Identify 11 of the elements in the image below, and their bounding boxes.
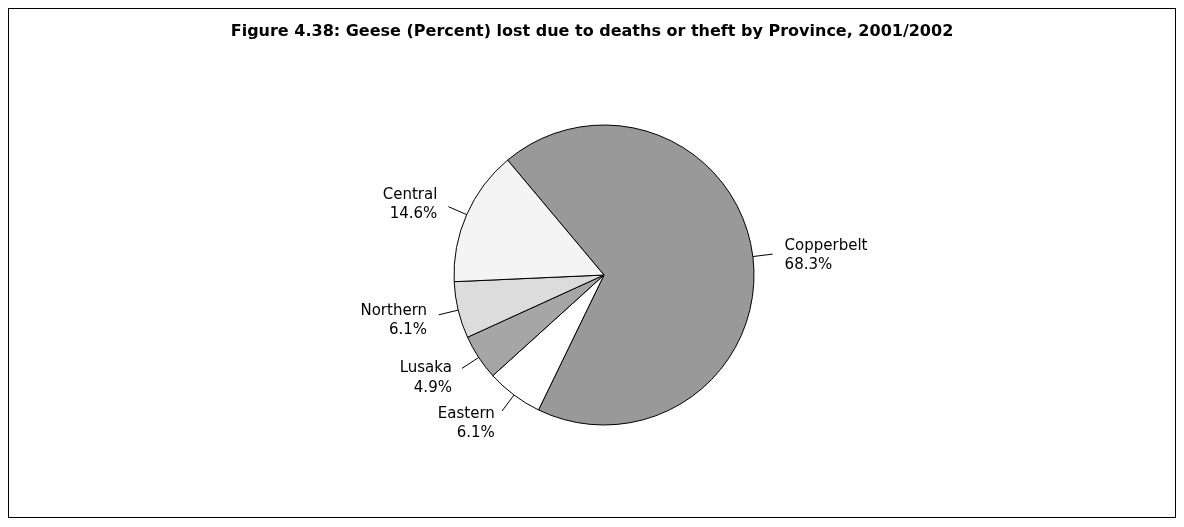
slice-label: Northern <box>360 300 428 319</box>
data-label: 4.9% <box>413 377 452 396</box>
slice-label: Central <box>382 184 438 203</box>
slice-label: Copperbelt <box>784 235 868 254</box>
data-label: 68.3% <box>784 255 833 274</box>
data-label: 14.6% <box>389 204 438 223</box>
data-label: 6.1% <box>388 320 428 339</box>
chart-title: Figure 4.38: Geese (Percent) lost due to deaths or theft by Province, 2001/2002 <box>229 21 955 40</box>
slice-label: Eastern <box>437 403 495 422</box>
data-label: 6.1% <box>456 423 495 442</box>
slice-label: Lusaka <box>399 358 452 377</box>
